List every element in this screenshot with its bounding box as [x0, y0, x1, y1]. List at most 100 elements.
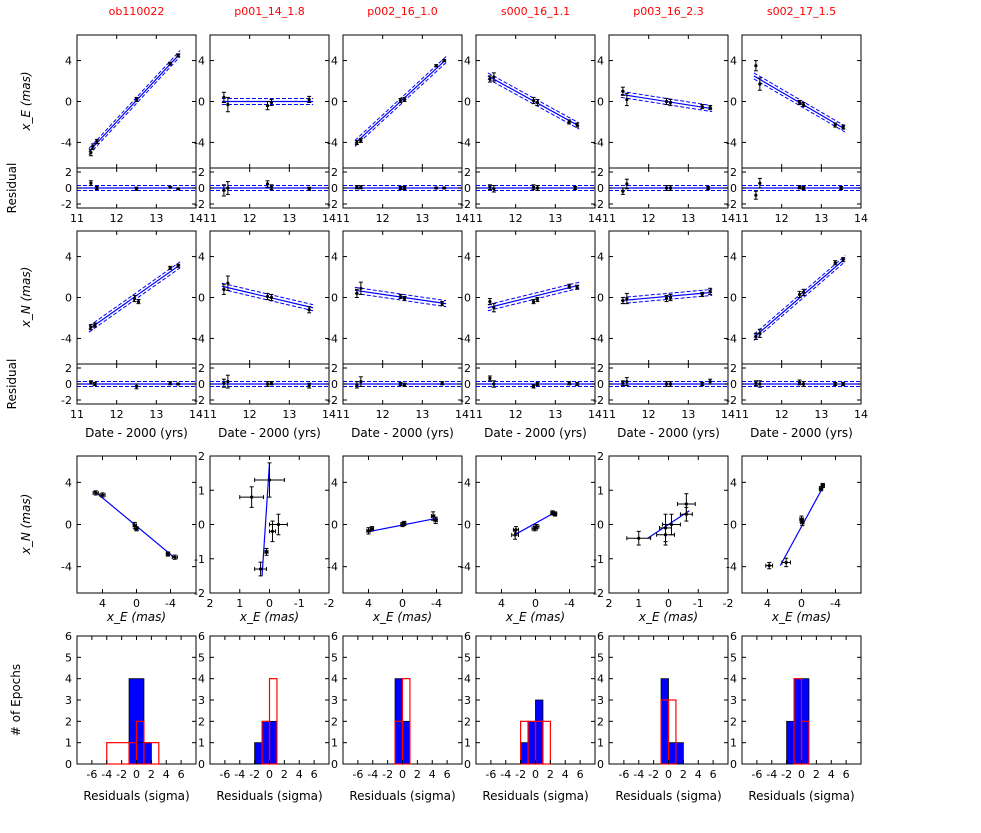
residual-point	[398, 185, 403, 191]
y-tick-label: -4	[593, 136, 604, 149]
sky-point	[239, 486, 265, 508]
x-tick-label: -6	[86, 768, 97, 781]
residual-point	[88, 380, 93, 385]
data-point	[267, 478, 272, 482]
data-point	[250, 495, 254, 499]
y-tick-label: 5	[65, 651, 72, 664]
x-tick-label: 12	[775, 408, 789, 421]
x-tick-label: 14	[588, 212, 602, 225]
data-point	[226, 380, 230, 384]
data-point	[492, 75, 496, 79]
data-point	[833, 261, 837, 265]
data-point	[700, 291, 705, 297]
y-tick-label: -2	[194, 587, 205, 600]
data-point	[621, 89, 625, 93]
hist-outline-bar	[268, 678, 278, 765]
y-tick-label: -2	[61, 394, 72, 407]
data-point	[797, 100, 802, 105]
data-point	[567, 381, 571, 385]
y-tick-label: 0	[464, 96, 471, 109]
x-tick-label: 11	[469, 212, 483, 225]
x-tick-label: 4	[163, 768, 170, 781]
y-tick-label: 4	[331, 673, 338, 686]
x-tick-label: 6	[710, 768, 717, 781]
y-tick-label: 4	[597, 673, 604, 686]
model-upper	[620, 288, 713, 299]
residual-point	[269, 184, 274, 191]
model-lower	[487, 78, 580, 130]
hist-bar	[520, 742, 529, 765]
x-tick-label: 11	[602, 212, 616, 225]
data-point	[222, 188, 226, 192]
data-point	[664, 296, 669, 301]
y-tick-label: 0	[331, 292, 338, 305]
residual-point	[620, 187, 625, 195]
x-tick-label: 12	[509, 408, 523, 421]
y-tick-label: -4	[726, 136, 737, 149]
data-point	[95, 139, 99, 143]
x-tick-label: -2	[648, 768, 659, 781]
y-tick-label: -2	[194, 198, 205, 211]
y-tick-label: -4	[194, 136, 205, 149]
data-point	[664, 97, 669, 106]
x-tick-label: -6	[485, 768, 496, 781]
data-point	[176, 53, 181, 58]
y-tick-label: 3	[464, 694, 471, 707]
data-point	[567, 284, 571, 288]
data-point	[754, 193, 758, 197]
x-tick-label: 0	[266, 597, 273, 610]
x-tick-label: -6	[352, 768, 363, 781]
panel-frame	[741, 34, 862, 169]
data-point	[664, 382, 669, 386]
y-tick-label: 6	[464, 630, 471, 643]
y-tick-label: -4	[194, 332, 205, 345]
y-tick-label: 0	[730, 96, 737, 109]
residual-point	[440, 381, 445, 386]
data-point	[269, 100, 274, 105]
x-tick-label: 12	[775, 212, 789, 225]
x-tick-label: 12	[243, 212, 257, 225]
y-tick-label: -4	[726, 332, 737, 345]
y-tick-label: 2	[65, 715, 72, 728]
data-point	[89, 380, 93, 384]
x-tick-label: 0	[798, 768, 805, 781]
data-point	[134, 187, 139, 191]
x-axis-label: x_E (mas)	[638, 610, 698, 624]
data-point	[833, 260, 838, 266]
data-point	[91, 144, 95, 149]
data-point	[442, 58, 446, 63]
data-point	[575, 285, 579, 289]
residual-point	[664, 381, 669, 387]
data-point	[535, 186, 540, 190]
y-tick-label: 2	[597, 715, 604, 728]
x-tick-label: 12	[110, 408, 124, 421]
data-point	[307, 384, 311, 388]
y-tick-label: 1	[65, 737, 72, 750]
data-point	[839, 186, 843, 190]
x-tick-label: 2	[813, 768, 820, 781]
data-point	[134, 384, 139, 388]
y-tick-label: 0	[198, 96, 205, 109]
x-tick-label: 13	[814, 408, 828, 421]
x-tick-label: 12	[642, 408, 656, 421]
sky-point	[799, 515, 804, 523]
y-tick-label: 0	[65, 378, 72, 391]
y-tick-label: 6	[730, 630, 737, 643]
y-tick-label: 2	[331, 166, 338, 179]
panel-title: p001_14_1.8	[234, 5, 304, 18]
y-tick-label: 0	[730, 758, 737, 771]
data-point	[269, 185, 274, 189]
sky-point	[781, 557, 791, 568]
x-axis-label: Date - 2000 (yrs)	[484, 426, 587, 440]
data-point	[398, 294, 403, 299]
sky-point	[171, 554, 178, 560]
residual-point	[573, 185, 578, 191]
data-point	[553, 512, 557, 516]
panel-title: ob110022	[109, 5, 165, 18]
data-point	[567, 120, 571, 124]
model-lower	[88, 56, 181, 155]
x-tick-label: -4	[633, 768, 644, 781]
x-tick-label: 1	[236, 597, 243, 610]
y-tick-label: -2	[327, 394, 338, 407]
data-point	[491, 303, 496, 313]
